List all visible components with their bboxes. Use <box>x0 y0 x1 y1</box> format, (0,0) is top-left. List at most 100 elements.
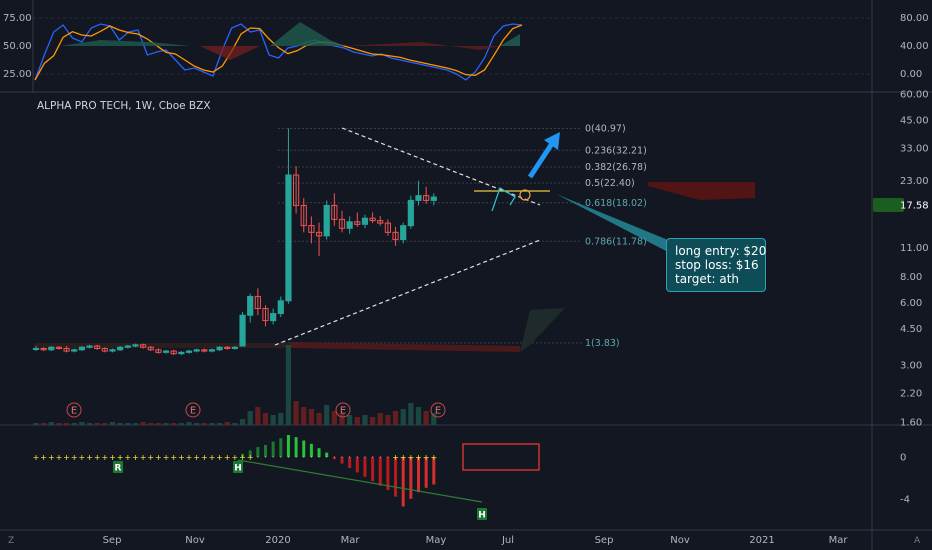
stoch-right-tick: 0.00 <box>900 69 922 80</box>
volume-bar <box>270 415 276 425</box>
x-axis-tick: Nov <box>185 535 205 546</box>
candle-body <box>430 196 437 201</box>
stoch-fill <box>500 34 520 46</box>
momentum-bar <box>355 457 359 473</box>
momentum-bar <box>340 457 344 464</box>
squeeze-dot: + <box>423 453 430 462</box>
fib-label: 0.236(32.21) <box>585 145 647 156</box>
last-price-tag <box>873 198 904 213</box>
volume-bar <box>232 423 238 425</box>
squeeze-dot: + <box>109 453 116 462</box>
earnings-label: E <box>71 406 77 417</box>
squeeze-dot: · <box>272 453 275 462</box>
candle-body <box>270 313 277 322</box>
signal-badge <box>113 461 123 473</box>
volume-bar <box>171 423 177 425</box>
squeeze-dot: + <box>216 453 223 462</box>
stoch-right-tick: 40.00 <box>900 41 929 52</box>
squeeze-dot: · <box>348 453 351 462</box>
fib-label: 0.786(11.78) <box>585 236 647 247</box>
candle-body <box>32 348 40 351</box>
candle-body <box>71 349 78 352</box>
squeeze-dot: + <box>155 453 162 462</box>
squeeze-dot: + <box>40 453 47 462</box>
squeeze-dot: · <box>364 453 367 462</box>
momentum-bar <box>309 443 313 457</box>
x-axis-tick: Mar <box>341 535 361 546</box>
momentum-bar <box>378 457 382 486</box>
squeeze-dot: + <box>430 453 437 462</box>
x-axis-tick: May <box>426 535 447 546</box>
candle-body <box>55 346 63 350</box>
candle-body <box>63 348 70 352</box>
volume-bar <box>109 422 116 425</box>
volume-bar <box>262 413 269 425</box>
volume-bar <box>217 423 223 425</box>
candle-body <box>185 350 193 353</box>
volume-bar <box>94 423 100 425</box>
volume-bar <box>385 415 391 425</box>
volume-bar <box>392 411 399 425</box>
price-axis-tick: 6.00 <box>900 298 922 309</box>
volume-bar <box>117 423 123 425</box>
volume-bar <box>285 345 292 425</box>
momentum-bar <box>271 441 275 457</box>
momentum-bar <box>401 457 405 507</box>
candle-body <box>369 217 376 222</box>
stochastic-panel: 75.00 50.00 25.00 80.00 40.00 0.00 <box>3 13 929 81</box>
volume-bar <box>140 422 146 425</box>
price-axis-tick: 3.00 <box>900 361 922 372</box>
volume-bar <box>224 422 230 425</box>
squeeze-dot: + <box>33 453 40 462</box>
squeeze-axis-tick: -4 <box>900 494 910 505</box>
momentum-bar <box>294 437 298 457</box>
candle-body <box>216 346 223 351</box>
squeeze-dot: · <box>310 453 313 462</box>
squeeze-dot: + <box>86 453 93 462</box>
momentum-bar <box>424 457 428 488</box>
volume-bar <box>209 423 215 425</box>
signal-label: R <box>115 464 122 474</box>
x-axis-tick: Sep <box>595 535 614 546</box>
candle-body <box>262 308 269 322</box>
earnings-label: E <box>190 406 196 417</box>
stoch-fill <box>270 22 345 46</box>
signal-label: H <box>478 511 486 521</box>
divergence-line <box>237 459 483 503</box>
candle-body <box>101 348 108 352</box>
x-axis-tick: Sep <box>103 535 122 546</box>
price-axis-tick: 4.50 <box>900 324 922 335</box>
volume-bar <box>370 417 376 425</box>
squeeze-dot: · <box>295 453 298 462</box>
volume-bar <box>400 409 406 425</box>
squeeze-dot: + <box>400 453 407 462</box>
squeeze-dot: + <box>224 453 231 462</box>
squeeze-dot: + <box>415 453 422 462</box>
note-target: target: ath <box>675 272 740 286</box>
squeeze-dot: + <box>48 453 55 462</box>
volume-bar <box>362 415 368 425</box>
candle-body <box>308 225 315 233</box>
candle-body <box>361 217 369 225</box>
momentum-bar <box>348 457 352 468</box>
fib-label: 0.5(22.40) <box>585 178 635 189</box>
fib-label: 0.618(18.02) <box>585 198 647 209</box>
earnings-marker <box>430 402 446 418</box>
candle-body <box>293 174 300 206</box>
momentum-bar <box>332 457 336 460</box>
volume-bar <box>132 423 139 425</box>
x-axis-tick: Jul <box>501 535 514 546</box>
candle-body <box>331 204 338 220</box>
squeeze-dot: + <box>117 453 124 462</box>
volume-bar <box>239 419 246 425</box>
candle-body <box>300 204 307 227</box>
volume-bar <box>423 411 429 425</box>
volume-bar <box>71 423 77 425</box>
candle-body <box>277 300 284 315</box>
volume-bar <box>125 423 131 425</box>
volume-bar <box>347 415 353 425</box>
candle-body <box>94 345 101 350</box>
volume-bar <box>431 413 437 425</box>
stoch-left-tick: 25.00 <box>3 69 32 80</box>
